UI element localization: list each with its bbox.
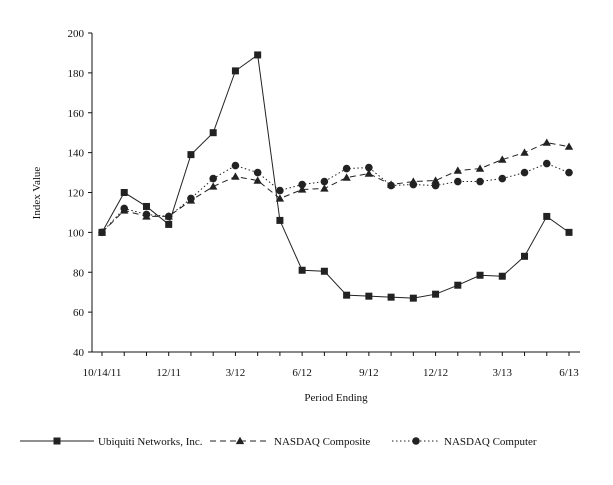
x-tick-label: 6/13 (559, 367, 579, 379)
data-point (365, 163, 373, 172)
legend: Ubiquiti Networks, Inc. NASDAQ Composite N… (20, 436, 537, 448)
data-point (409, 294, 417, 302)
y-tick-label: 160 (68, 108, 85, 120)
data-point (409, 180, 418, 189)
data-point (565, 168, 573, 177)
data-point (454, 281, 462, 289)
y-tick-label: 140 (68, 148, 85, 160)
axes-layer: 40 60 80 100 120 140 160 180 200 10/14/11 12/11 3/1… (68, 28, 580, 379)
data-point (564, 142, 574, 150)
data-point (542, 138, 551, 146)
data-point (142, 210, 151, 219)
data-point (364, 169, 374, 177)
data-point (520, 148, 529, 156)
data-point (276, 186, 284, 195)
data-point (231, 161, 240, 170)
series-square (98, 51, 573, 302)
data-point (231, 67, 239, 75)
series-line (101, 163, 570, 233)
y-tick-label: 40 (73, 347, 85, 359)
data-point (142, 202, 150, 210)
data-point (298, 266, 306, 274)
data-point (520, 168, 529, 177)
x-tick-label: 12/12 (423, 367, 448, 379)
data-point (320, 184, 329, 192)
y-tick-label: 180 (68, 68, 85, 80)
data-point (343, 291, 351, 299)
y-axis-title: Index Value (31, 167, 43, 220)
data-point (498, 155, 507, 163)
data-point (521, 252, 529, 260)
data-point (498, 272, 506, 280)
data-point (254, 51, 262, 59)
series-line (101, 142, 570, 233)
data-point (209, 129, 217, 137)
legend-label: NASDAQ Computer (444, 436, 537, 448)
legend-item: NASDAQ Composite (210, 436, 370, 448)
data-point (432, 290, 440, 298)
data-point (120, 204, 129, 213)
data-point (165, 220, 173, 228)
data-point (253, 168, 262, 177)
series-line (101, 54, 570, 299)
legend-item: Ubiquiti Networks, Inc. (20, 436, 203, 448)
data-point (431, 181, 440, 190)
x-axis-title: Period Ending (304, 392, 368, 404)
data-point (498, 174, 507, 183)
data-point (231, 172, 240, 180)
data-point (98, 228, 106, 237)
legend-marker (53, 437, 61, 445)
x-tick-label: 3/13 (493, 367, 513, 379)
x-tick-label: 10/14/11 (83, 367, 122, 379)
series-layer (97, 51, 574, 302)
data-point (365, 292, 373, 300)
data-point (298, 180, 306, 189)
data-point (187, 151, 195, 159)
data-point (387, 181, 395, 190)
data-point (431, 176, 440, 184)
data-point (320, 177, 329, 186)
legend-marker (412, 437, 420, 445)
data-point (454, 177, 462, 186)
data-point (320, 267, 328, 275)
y-tick-label: 200 (68, 28, 85, 40)
data-point (342, 164, 351, 173)
data-point (209, 174, 217, 183)
data-point (387, 293, 395, 301)
data-point (208, 182, 218, 190)
data-point (164, 212, 173, 221)
data-point (543, 212, 551, 220)
legend-marker (235, 436, 245, 445)
data-point (187, 194, 195, 203)
y-tick-label: 100 (68, 227, 85, 239)
data-point (253, 176, 262, 184)
data-point (297, 185, 307, 193)
legend-label: NASDAQ Composite (274, 436, 370, 448)
y-tick-label: 60 (73, 307, 85, 319)
data-point (475, 164, 485, 172)
data-point (276, 216, 284, 224)
x-tick-label: 3/12 (226, 367, 246, 379)
series-circle (98, 159, 573, 237)
y-tick-label: 80 (73, 267, 85, 279)
y-tick-label: 120 (68, 188, 85, 200)
data-point (275, 194, 285, 202)
x-tick-label: 6/12 (292, 367, 312, 379)
data-point (565, 228, 573, 236)
data-point (542, 159, 551, 168)
data-point (120, 189, 128, 196)
data-point (342, 173, 351, 181)
legend-label: Ubiquiti Networks, Inc. (98, 436, 203, 448)
data-point (476, 177, 484, 186)
legend-item: NASDAQ Computer (392, 436, 537, 448)
x-tick-label: 12/11 (156, 367, 181, 379)
data-point (476, 271, 484, 279)
x-tick-label: 9/12 (359, 367, 379, 379)
data-point (453, 166, 463, 174)
